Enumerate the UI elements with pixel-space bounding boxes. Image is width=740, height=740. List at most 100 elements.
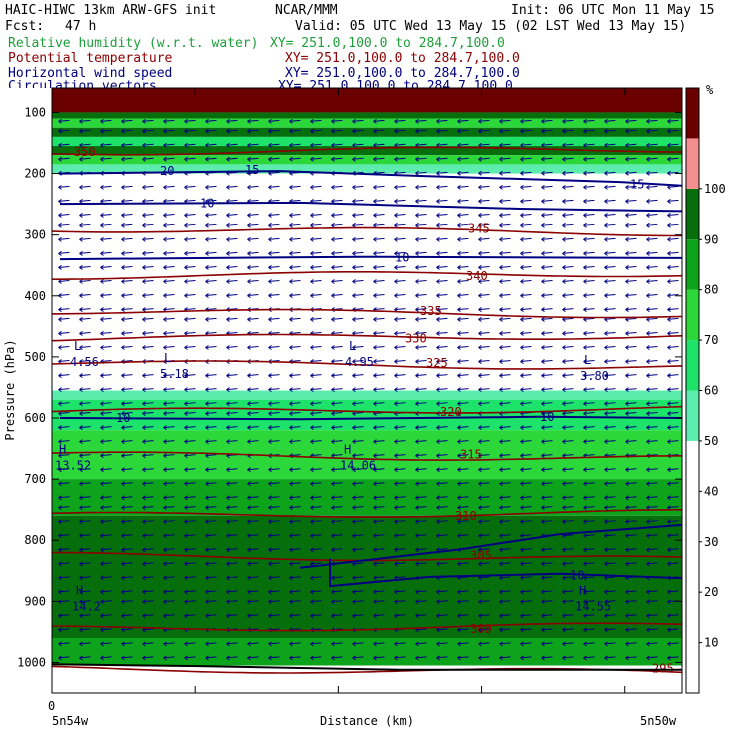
wind-vector — [289, 157, 301, 160]
wind-vector-head — [436, 425, 440, 430]
wind-vector-head — [352, 128, 356, 134]
wind-vector-head — [394, 199, 398, 204]
wind-vector — [205, 506, 217, 509]
wind-vector — [142, 331, 154, 334]
wind-vector — [352, 496, 364, 499]
wind-vector-head — [247, 495, 251, 501]
wind-vector-head — [499, 439, 503, 445]
wind-vector-head — [457, 533, 461, 539]
wind-vector-head — [142, 561, 146, 567]
wind-vector — [184, 388, 196, 391]
wind-vector-head — [58, 425, 62, 430]
wind-vector-head — [520, 307, 524, 312]
wind-vector-head — [625, 655, 629, 661]
wind-vector — [352, 374, 364, 377]
wind-vector — [331, 576, 343, 579]
wind-vector-head — [583, 613, 587, 619]
wind-vector-head — [184, 599, 188, 605]
wind-vector — [583, 199, 595, 202]
wind-vector-head — [100, 184, 104, 190]
wind-vector — [394, 374, 406, 377]
wind-vector — [268, 171, 280, 174]
wind-vector — [436, 656, 448, 659]
wind-vector — [79, 388, 91, 391]
wind-vector-head — [541, 170, 545, 176]
wind-vector-head — [562, 401, 566, 407]
wind-vector — [604, 656, 616, 659]
wind-vector — [520, 223, 532, 226]
wind-vector — [436, 129, 448, 132]
wind-vector — [226, 374, 238, 377]
wind-vector — [121, 223, 133, 226]
wind-vector-head — [520, 279, 524, 284]
wind-vector — [205, 265, 217, 268]
wind-vector — [478, 185, 490, 188]
wind-vector — [100, 628, 112, 631]
wind-vector-head — [478, 627, 482, 633]
wind-vector-head — [478, 547, 482, 553]
wind-vector-head — [289, 655, 293, 661]
wind-vector — [667, 308, 679, 311]
wind-vector — [541, 468, 553, 471]
wind-vector — [247, 251, 259, 254]
wind-vector-head — [79, 519, 83, 525]
wind-vector-head — [667, 439, 671, 445]
wind-vector — [184, 590, 196, 593]
wind-vector — [373, 279, 385, 282]
wind-vector-head — [625, 401, 629, 407]
wind-vector-head — [436, 505, 440, 511]
wind-vector — [457, 185, 469, 188]
wind-vector — [604, 279, 616, 282]
wind-vector-head — [184, 213, 188, 218]
wind-vector — [604, 426, 616, 429]
center-marker: L — [74, 339, 81, 353]
wind-vector — [352, 600, 364, 603]
wind-vector-head — [310, 128, 314, 134]
wind-vector — [184, 600, 196, 603]
wind-vector-head — [583, 599, 587, 605]
wind-vector — [79, 237, 91, 240]
wind-vector — [625, 157, 637, 160]
wind-vector-head — [58, 641, 62, 647]
wind-vector — [205, 590, 217, 593]
wind-vector-head — [604, 627, 608, 633]
wind-vector — [541, 265, 553, 268]
wind-vector — [100, 402, 112, 405]
wind-vector — [247, 506, 259, 509]
wind-vector-head — [310, 279, 314, 284]
wind-vector — [121, 534, 133, 537]
wind-vector — [667, 426, 679, 429]
wind-vector-head — [184, 453, 188, 459]
wind-vector-head — [226, 505, 230, 511]
wind-vector-head — [58, 387, 62, 393]
wind-vector — [310, 279, 322, 282]
wind-vector — [226, 199, 238, 202]
wind-vector-head — [163, 156, 167, 162]
wind-vector — [58, 308, 70, 311]
wind-vector — [436, 308, 448, 311]
wind-vector-head — [646, 118, 650, 124]
wind-vector — [604, 171, 616, 174]
wind-vector — [79, 520, 91, 523]
wind-vector — [646, 468, 658, 471]
wind-vector — [625, 614, 637, 617]
wind-vector-head — [205, 345, 209, 350]
wind-vector — [352, 279, 364, 282]
rh-band — [52, 479, 682, 516]
wind-vector-head — [310, 533, 314, 539]
wind-vector-head — [268, 519, 272, 525]
wind-vector — [142, 412, 154, 415]
wind-vector — [625, 294, 637, 297]
wind-vector-head — [331, 345, 335, 350]
wind-vector-head — [604, 156, 608, 162]
wind-vector — [163, 426, 175, 429]
wind-vector-head — [436, 128, 440, 134]
wind-vector — [478, 548, 490, 551]
wind-vector — [415, 331, 427, 334]
wind-vector — [541, 360, 553, 363]
wind-vector — [646, 628, 658, 631]
wind-vector-head — [226, 317, 230, 322]
wind-vector — [163, 576, 175, 579]
wind-vector — [541, 279, 553, 282]
wind-vector — [541, 223, 553, 226]
